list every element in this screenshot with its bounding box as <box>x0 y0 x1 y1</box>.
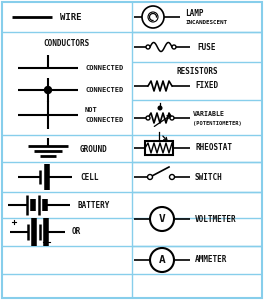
Circle shape <box>45 86 51 94</box>
Circle shape <box>146 116 150 120</box>
Text: WIRE: WIRE <box>60 13 82 22</box>
Text: NOT: NOT <box>85 107 98 113</box>
Text: CONDUCTORS: CONDUCTORS <box>43 38 89 47</box>
Text: SWITCH: SWITCH <box>195 172 223 182</box>
Text: CONNECTED: CONNECTED <box>85 117 123 123</box>
Text: CONNECTED: CONNECTED <box>85 87 123 93</box>
Text: FUSE: FUSE <box>197 43 215 52</box>
Circle shape <box>158 106 162 110</box>
Bar <box>145 141 173 155</box>
Text: A: A <box>159 255 165 265</box>
Circle shape <box>150 207 174 231</box>
Text: CELL: CELL <box>80 172 98 182</box>
Text: RESISTORS: RESISTORS <box>176 68 218 76</box>
Text: BATTERY: BATTERY <box>78 200 110 209</box>
Text: OR: OR <box>72 227 81 236</box>
Circle shape <box>170 116 174 120</box>
Circle shape <box>146 45 150 49</box>
Text: RHEOSTAT: RHEOSTAT <box>195 143 232 152</box>
Text: (POTENTIOMETER): (POTENTIOMETER) <box>193 121 242 125</box>
Circle shape <box>148 175 153 179</box>
Text: GROUND: GROUND <box>80 146 108 154</box>
Text: CONNECTED: CONNECTED <box>85 65 123 71</box>
Text: INCANDESCENT: INCANDESCENT <box>185 20 227 25</box>
Text: FIXED: FIXED <box>195 82 218 91</box>
Text: LAMP: LAMP <box>185 8 204 17</box>
Circle shape <box>148 12 158 22</box>
Text: V: V <box>159 214 165 224</box>
Text: VARIABLE: VARIABLE <box>193 111 225 117</box>
Circle shape <box>142 6 164 28</box>
Text: AMMETER: AMMETER <box>195 256 227 265</box>
Circle shape <box>150 248 174 272</box>
Circle shape <box>169 175 175 179</box>
Text: VOLTMETER: VOLTMETER <box>195 214 237 224</box>
Circle shape <box>172 45 176 49</box>
